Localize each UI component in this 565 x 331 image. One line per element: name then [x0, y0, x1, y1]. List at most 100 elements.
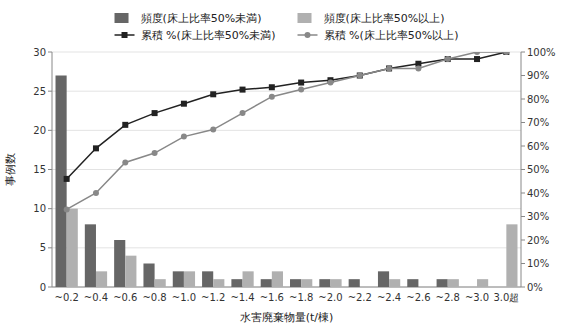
marker	[122, 122, 128, 128]
x-tick-label: ~2.6	[406, 292, 430, 303]
y-tick-label: 25	[33, 86, 46, 97]
grid-line	[52, 130, 521, 131]
y-tick	[48, 169, 52, 170]
marker	[298, 87, 304, 93]
grid	[52, 52, 521, 287]
x-tick-label: ~1.6	[260, 292, 284, 303]
bar	[418, 287, 429, 288]
y-tick	[48, 52, 52, 53]
bar	[261, 279, 272, 287]
marker	[64, 206, 70, 212]
y2-tick-label: 30%	[527, 211, 549, 222]
marker	[240, 110, 246, 116]
y-tick	[48, 287, 52, 288]
bar	[448, 279, 459, 287]
bar	[290, 279, 301, 287]
y-tick-label: 15	[33, 164, 46, 175]
bar	[506, 224, 517, 287]
x-tick-label: ~1.4	[230, 292, 254, 303]
line-series	[64, 52, 510, 182]
y2-tick	[521, 52, 525, 53]
marker	[210, 91, 216, 97]
x-tick-label: ~1.0	[172, 292, 196, 303]
grid-line	[52, 52, 521, 53]
x-tick-label: ~0.2	[55, 292, 79, 303]
x-tick-label: ~1.8	[289, 292, 313, 303]
y-tick-label: 10	[33, 203, 46, 214]
y-tick	[48, 91, 52, 92]
x-tick-label: ~2.8	[436, 292, 460, 303]
legend-label: 頻度(床上比率50%以上)	[324, 12, 445, 25]
bar	[389, 279, 400, 287]
y2-tick	[521, 146, 525, 147]
y-axis-title: 事例数	[4, 153, 17, 186]
axes: 0510152025300%10%20%30%40%50%60%70%80%90…	[33, 47, 555, 304]
legend-swatch	[115, 13, 129, 23]
marker	[415, 65, 421, 71]
y-tick-label: 30	[33, 47, 46, 58]
line	[67, 52, 507, 209]
legend-label: 累積 %(床上比率50%未満)	[141, 29, 276, 42]
marker	[474, 56, 480, 62]
y-axis-line	[52, 52, 53, 287]
y2-tick-label: 50%	[527, 164, 549, 175]
bar	[143, 264, 154, 288]
y2-tick-label: 40%	[527, 188, 549, 199]
marker	[122, 32, 128, 38]
bar	[85, 224, 96, 287]
bar	[155, 279, 166, 287]
x-tick-label: ~0.6	[113, 292, 137, 303]
legend-item: 頻度(床上比率50%以上)	[298, 12, 445, 25]
bar	[202, 271, 213, 287]
line-series	[64, 52, 510, 212]
bar	[213, 279, 224, 287]
marker	[269, 84, 275, 90]
y2-tick-label: 100%	[527, 47, 556, 58]
legend-item: 頻度(床上比率50%未満)	[115, 12, 262, 25]
legend-label: 累積 %(床上比率50%以上)	[324, 29, 459, 42]
x-tick-label: ~2.0	[318, 292, 342, 303]
bar	[437, 279, 448, 287]
y-tick-label: 20	[33, 125, 46, 136]
marks	[56, 52, 518, 287]
x-tick-label: 3.0超	[493, 292, 519, 303]
grid-line	[52, 169, 521, 170]
grid-line	[52, 91, 521, 92]
bar	[272, 271, 283, 287]
y2-tick	[521, 287, 525, 288]
bar	[173, 271, 184, 287]
y2-tick-label: 20%	[527, 235, 549, 246]
marker	[210, 127, 216, 133]
marker	[503, 52, 509, 55]
marker	[474, 52, 480, 55]
legend-swatch	[298, 13, 312, 23]
marker	[386, 65, 392, 71]
x-tick-label: ~2.4	[377, 292, 401, 303]
bar	[495, 287, 506, 288]
y2-tick	[521, 193, 525, 194]
marker	[152, 110, 158, 116]
bar	[319, 279, 330, 287]
y2-tick-label: 70%	[527, 117, 549, 128]
x-axis-title: 水害廃棄物量(t/棟)	[240, 311, 334, 324]
legend-item: 累積 %(床上比率50%以上)	[298, 29, 459, 42]
bar	[184, 271, 195, 287]
y2-tick-label: 10%	[527, 258, 549, 269]
y2-axis-line	[521, 52, 522, 287]
bar	[477, 279, 488, 287]
y2-tick-label: 60%	[527, 141, 549, 152]
marker	[122, 159, 128, 165]
marker	[93, 145, 99, 151]
y2-tick	[521, 99, 525, 100]
bar	[466, 287, 477, 288]
y2-tick-label: 80%	[527, 94, 549, 105]
marker	[445, 56, 451, 62]
marker	[181, 134, 187, 140]
marker	[305, 32, 311, 38]
bar	[330, 279, 341, 287]
marker	[240, 87, 246, 93]
y2-tick	[521, 216, 525, 217]
marker	[357, 73, 363, 79]
x-tick-label: ~0.8	[142, 292, 166, 303]
marker	[503, 52, 509, 55]
